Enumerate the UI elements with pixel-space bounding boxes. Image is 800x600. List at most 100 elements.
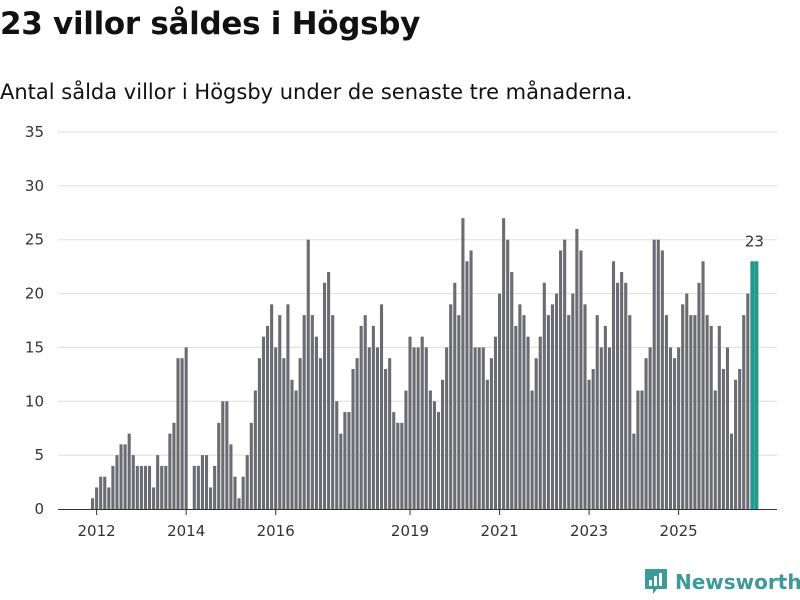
bar	[339, 433, 343, 509]
bar	[355, 358, 359, 509]
bar	[257, 358, 261, 509]
bar	[221, 401, 225, 509]
y-tick-label: 5	[34, 446, 44, 464]
bar	[550, 304, 555, 509]
bar	[652, 239, 656, 509]
bar	[620, 272, 624, 509]
bar	[367, 347, 371, 509]
x-tick-label: 2021	[480, 522, 518, 540]
bar	[180, 358, 184, 509]
bar	[554, 293, 559, 509]
bar	[327, 272, 331, 509]
bar	[632, 433, 636, 509]
bar	[489, 358, 493, 509]
bar	[673, 358, 677, 509]
x-tick-label: 2016	[257, 522, 295, 540]
bar	[229, 444, 233, 509]
bar	[559, 250, 563, 509]
bar	[681, 304, 685, 509]
bar	[595, 315, 599, 509]
bar	[237, 498, 241, 509]
bar	[318, 358, 323, 509]
chart-title: 23 villor såldes i Högsby	[0, 6, 421, 42]
bar	[664, 315, 668, 509]
bar	[742, 315, 746, 509]
bar	[115, 455, 119, 509]
x-tick-label: 2019	[391, 522, 429, 540]
x-tick-label: 2012	[78, 522, 116, 540]
bar	[721, 368, 725, 509]
x-tick-label: 2025	[660, 522, 698, 540]
bar	[396, 422, 400, 509]
bar	[103, 476, 107, 509]
bar	[571, 293, 575, 509]
bar	[514, 325, 518, 509]
chart-subtitle: Antal sålda villor i Högsby under de sen…	[0, 80, 633, 104]
bar	[546, 315, 550, 509]
bar	[241, 476, 245, 509]
bar	[152, 487, 156, 509]
bar-highlight	[750, 261, 755, 509]
bar	[477, 347, 481, 509]
bar	[457, 315, 461, 509]
bar	[473, 347, 477, 509]
bar	[530, 390, 534, 509]
y-tick-label: 25	[25, 231, 44, 249]
bar	[498, 293, 502, 509]
bar	[709, 325, 713, 509]
bar	[624, 282, 628, 509]
bar	[538, 336, 542, 509]
bar	[160, 465, 164, 509]
bar	[416, 347, 420, 509]
bar	[481, 347, 485, 509]
bar	[734, 379, 738, 509]
bar	[282, 358, 286, 509]
bar	[91, 498, 95, 509]
bar	[660, 250, 664, 509]
bar	[725, 347, 730, 509]
y-tick-label: 10	[25, 392, 44, 410]
bar	[392, 412, 396, 509]
data-label-latest: 23	[745, 232, 764, 250]
bar	[176, 358, 180, 509]
bar-highlight	[754, 261, 759, 509]
bar	[225, 401, 229, 509]
bar	[217, 422, 221, 509]
bar	[111, 465, 115, 509]
bar	[343, 412, 347, 509]
bar	[274, 347, 278, 509]
bar	[445, 347, 449, 509]
bar	[542, 282, 546, 509]
newsworthy-brand[interactable]: Newsworthy	[644, 568, 800, 596]
bar	[209, 487, 213, 509]
bar	[510, 272, 514, 509]
bar	[261, 336, 266, 509]
bar	[314, 336, 318, 509]
bar	[107, 487, 111, 509]
bar	[526, 336, 530, 509]
bar	[493, 336, 498, 509]
bar	[359, 325, 363, 509]
bar	[245, 455, 249, 509]
bar	[485, 379, 489, 509]
bar	[717, 325, 721, 509]
bar	[465, 261, 469, 509]
bar	[746, 293, 750, 509]
bar	[400, 422, 404, 509]
bar	[249, 422, 253, 509]
bar	[567, 315, 571, 509]
bar	[143, 465, 148, 509]
bar	[713, 390, 717, 509]
bar	[294, 390, 298, 509]
bar	[196, 465, 200, 509]
bar	[729, 433, 734, 509]
bar	[705, 315, 709, 509]
bar	[298, 358, 302, 509]
bar	[644, 358, 648, 509]
bar	[522, 315, 526, 509]
bar	[270, 304, 274, 509]
bar	[388, 358, 392, 509]
bar	[253, 390, 257, 509]
bar	[469, 250, 473, 509]
